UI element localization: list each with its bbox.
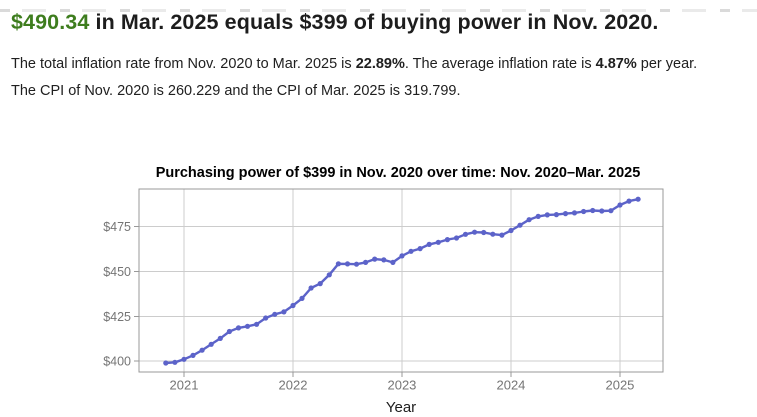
svg-text:2025: 2025 — [605, 378, 634, 393]
svg-text:$425: $425 — [103, 310, 131, 324]
chart-plot-layer: $400 $425 $450 $475 2021 2022 2023 2024 2025 — [103, 188, 664, 393]
clipped-header-remnant — [0, 9, 757, 12]
average-inflation-rate: 4.87% — [595, 55, 637, 72]
purchasing-power-chart: Purchasing power of $399 in Nov. 2020 ov… — [0, 152, 757, 417]
inflation-calculator-page: { "headline": { "amount": "$490.34", "re… — [0, 9, 757, 417]
total-inflation-rate: 22.89% — [355, 55, 405, 72]
purchasing-power-chart-svg: Purchasing power of $399 in Nov. 2020 ov… — [103, 165, 664, 416]
result-headline-text: in Mar. 2025 equals $399 of buying power… — [89, 10, 659, 34]
inflation-rate-mid: . The average inflation rate is — [404, 55, 596, 72]
inflation-rate-paragraph: The total inflation rate from Nov. 2020 … — [0, 54, 757, 75]
svg-text:2024: 2024 — [496, 378, 525, 393]
svg-text:$400: $400 — [103, 355, 131, 369]
result-amount: $490.34 — [11, 10, 90, 34]
svg-text:2023: 2023 — [387, 378, 416, 393]
inflation-rate-tail: per year. — [636, 55, 698, 72]
svg-text:$450: $450 — [103, 265, 131, 279]
svg-text:2021: 2021 — [170, 378, 199, 393]
chart-title: Purchasing power of $399 in Nov. 2020 ov… — [156, 165, 641, 181]
cpi-paragraph: The CPI of Nov. 2020 is 260.229 and the … — [11, 82, 461, 99]
svg-text:$475: $475 — [103, 220, 131, 234]
svg-text:2022: 2022 — [279, 378, 308, 393]
result-headline: $490.34 in Mar. 2025 equals $399 of buyi… — [0, 9, 757, 37]
inflation-rate-lead: The total inflation rate from Nov. 2020 … — [11, 55, 356, 72]
